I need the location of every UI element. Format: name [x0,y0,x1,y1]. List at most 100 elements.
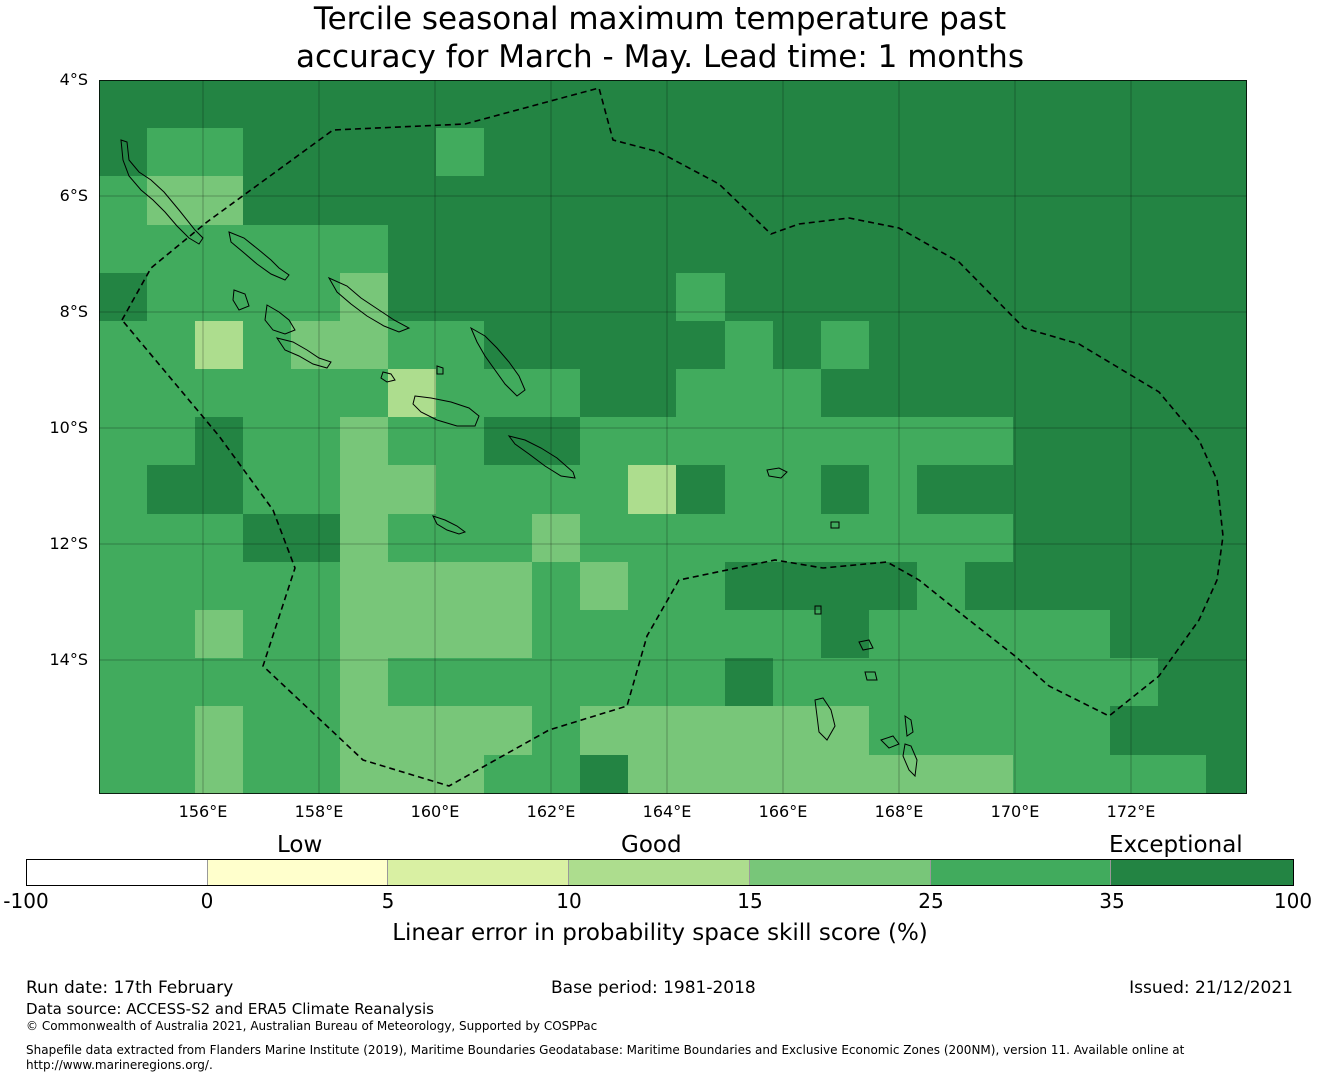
skill-cell [628,321,676,369]
lat-label: 4°S [59,70,88,89]
skill-cell [243,514,291,562]
skill-cell [195,417,243,465]
skill-cell [628,706,676,755]
skill-cell [243,369,291,417]
colorbar-segment [27,860,208,885]
skill-cell [773,562,821,610]
skill-cell [917,706,965,755]
skill-cell [580,225,628,273]
skill-cell [532,562,580,610]
skill-cell [1110,562,1158,610]
skill-cell [1158,755,1206,794]
skill-cell [291,465,340,514]
skill-cell [99,465,147,514]
skill-cell [580,562,628,610]
choiseul-island [228,231,290,281]
skill-cell [291,658,340,706]
lat-label: 14°S [49,650,88,669]
bougainville-island [120,139,204,245]
skill-cell [965,80,1013,128]
colorbar-tick: -100 [3,889,49,913]
skill-cell [340,128,388,176]
skill-cell [1061,755,1110,794]
skill-cell [917,273,965,321]
skill-cell [917,610,965,658]
skill-cell [1013,610,1061,658]
skill-cell [484,465,532,514]
skill-cell [340,225,388,273]
skill-cell [725,417,773,465]
colorbar [26,859,1294,886]
skill-cell [436,225,484,273]
skill-cell [725,562,773,610]
skill-cell [580,369,628,417]
skill-cell [388,514,436,562]
skill-cell [965,176,1013,225]
skill-cell [821,514,869,562]
skill-cell [965,465,1013,514]
skill-cell [1013,273,1061,321]
skill-cell [195,514,243,562]
skill-cell [1206,706,1247,755]
skill-cell [821,610,869,658]
skill-cell [436,176,484,225]
skill-cell [869,80,917,128]
skill-cell [917,417,965,465]
skill-cell [1013,321,1061,369]
skill-cell [676,80,725,128]
makira-island [507,435,576,479]
skill-cell [773,273,821,321]
skill-cell [484,706,532,755]
skill-cell [821,225,869,273]
skill-cell [99,225,147,273]
skill-cell [484,514,532,562]
skill-cell [1013,465,1061,514]
skill-cell [725,465,773,514]
colorbar-axis-label: Linear error in probability space skill … [392,920,928,946]
skill-cell [628,755,676,794]
lat-lon-gridlines [99,80,1247,794]
lat-label: 10°S [49,418,88,437]
skill-cell [580,514,628,562]
skill-cell [243,465,291,514]
skill-cell [147,706,195,755]
skill-cell [147,273,195,321]
skill-cell [965,225,1013,273]
skill-cell [484,273,532,321]
skill-cell [773,610,821,658]
skill-cell [532,514,580,562]
chart-title: Tercile seasonal maximum temperature pas… [0,0,1320,76]
colorbar-tick: 0 [200,889,214,913]
skill-cell [243,225,291,273]
skill-cell [1061,273,1110,321]
skill-cell [1110,128,1158,176]
skill-cell [725,755,773,794]
skill-grid-cells [99,80,1247,794]
skill-cell [869,610,917,658]
skill-cell [821,658,869,706]
skill-cell [1206,225,1247,273]
skill-cell [773,80,821,128]
colorbar-segment [930,860,1112,885]
skill-cell [99,417,147,465]
title-line-2: accuracy for March - May. Lead time: 1 m… [296,39,1024,75]
lon-label: 162°E [526,802,576,821]
skill-cell [291,706,340,755]
skill-cell [869,514,917,562]
skill-cell [773,417,821,465]
skill-cell [388,417,436,465]
skill-cell [1158,176,1206,225]
skill-cell [1110,658,1158,706]
skill-cell [725,610,773,658]
skill-cell [676,465,725,514]
skill-cell [388,128,436,176]
skill-cell [243,417,291,465]
skill-cell [291,80,340,128]
santa-isabel-island [327,276,411,333]
skill-cell [676,610,725,658]
russell-islands [436,365,444,375]
skill-cell [725,369,773,417]
skill-cell [1158,658,1206,706]
skill-cell [869,225,917,273]
skill-cell [965,369,1013,417]
